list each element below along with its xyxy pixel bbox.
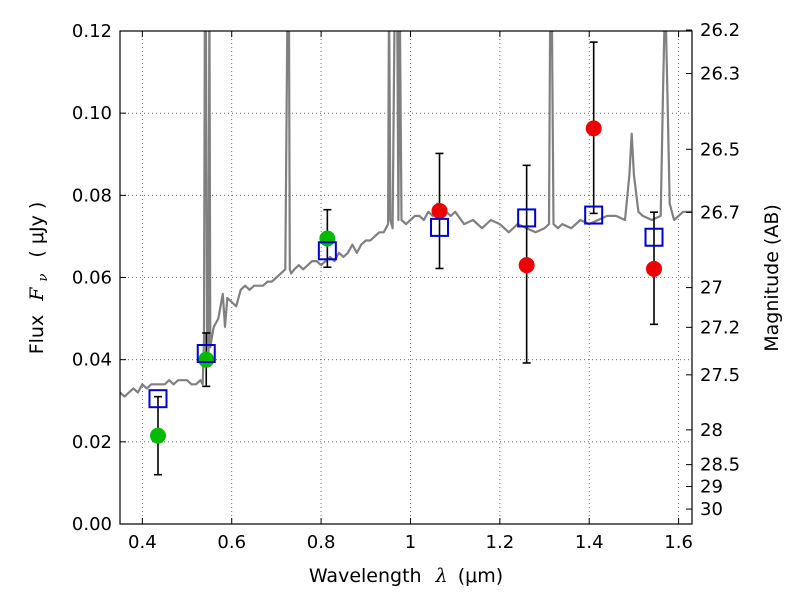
x-axis-label-symbol: λ (435, 565, 448, 587)
magnitude-tick-label: 27.2 (700, 317, 740, 338)
observed-point (149, 427, 166, 444)
magnitude-tick-label: 30 (700, 499, 723, 520)
observed-point (585, 120, 602, 137)
y-tick-label: 0.12 (72, 21, 112, 42)
errorbar-layer (153, 41, 659, 476)
observed-point (646, 260, 663, 277)
magnitude-tick-label: 28.5 (700, 455, 740, 476)
model-spectrum-layer (120, 31, 692, 398)
y-axis-label-subscript: ν (36, 274, 51, 282)
model-band-point (148, 389, 168, 409)
observed-point (431, 202, 448, 219)
magnitude-tick-label: 28 (700, 420, 723, 441)
magnitude-tick-label: 27 (700, 278, 723, 299)
y-tick-label: 0.08 (72, 185, 112, 206)
x-tick-label: 0.4 (128, 532, 157, 553)
y-tick-label: 0.10 (72, 103, 112, 124)
magnitude-tick-label: 27.5 (700, 365, 740, 386)
y-tick-label: 0.00 (72, 514, 112, 535)
model-spectrum-line (120, 31, 692, 398)
observed-point (518, 257, 535, 274)
y-axis-label-symbol: F (26, 287, 48, 302)
axis-ticks: 0.4 0.6 0.8 1 1.2 1.4 1.6 0.00 0.02 0.04 0.06 0.08 0… (72, 20, 740, 553)
model-band-point (430, 217, 450, 237)
y-axis-label-unit: ( μJy ) (26, 202, 48, 258)
x-tick-label: 1.2 (486, 532, 515, 553)
x-axis-label-text: Wavelength (309, 565, 422, 587)
x-tick-label: 0.6 (217, 532, 246, 553)
observed-point (319, 230, 336, 247)
model-band-point (517, 208, 537, 228)
marker-layer (148, 120, 664, 444)
x-tick-label: 1 (405, 532, 416, 553)
model-band-point (644, 227, 664, 247)
magnitude-tick-label: 26.2 (700, 20, 740, 41)
magnitude-tick-label: 29 (700, 477, 723, 498)
model-band-point (196, 344, 216, 364)
y-tick-label: 0.06 (72, 268, 112, 289)
observed-point (198, 351, 215, 368)
x-tick-label: 1.4 (575, 532, 604, 553)
y-tick-label: 0.04 (72, 350, 112, 371)
y-axis-label-text: Flux (26, 315, 48, 355)
y-axis-label: Flux F ν ( μJy ) (26, 202, 52, 355)
model-band-point (317, 241, 337, 261)
magnitude-tick-label: 26.3 (700, 64, 740, 85)
x-axis-label: Wavelength λ (μm) (309, 565, 503, 587)
x-axis-label-unit: (μm) (458, 565, 503, 587)
model-band-point (584, 205, 604, 225)
magnitude-axis-label: Magnitude (AB) (761, 204, 783, 352)
x-tick-label: 1.6 (664, 532, 693, 553)
magnitude-tick-label: 26.7 (700, 202, 740, 223)
x-tick-label: 0.8 (307, 532, 336, 553)
y-tick-label: 0.02 (72, 432, 112, 453)
magnitude-tick-label: 26.5 (700, 139, 740, 160)
